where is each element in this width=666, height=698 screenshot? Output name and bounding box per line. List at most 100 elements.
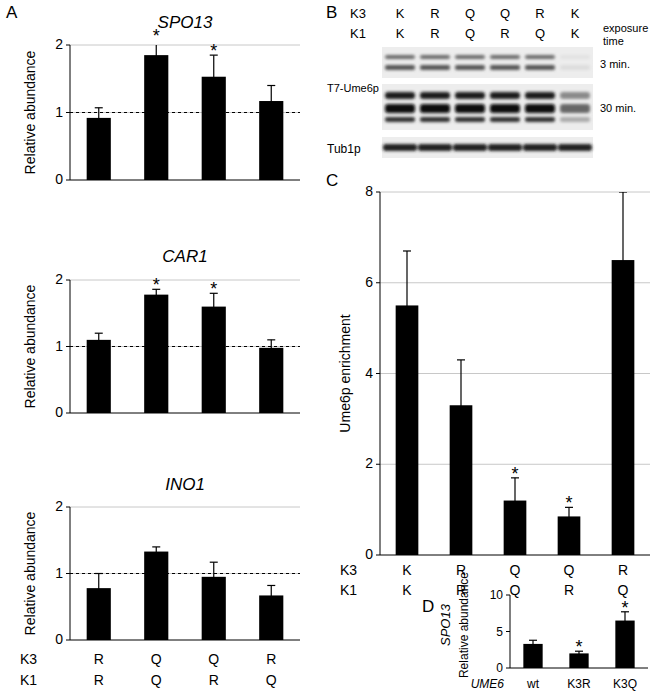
band — [490, 65, 520, 70]
lane-label: K — [571, 6, 580, 21]
tick-mark — [66, 573, 70, 574]
error-bar — [619, 192, 627, 328]
tick-mark — [66, 413, 70, 414]
error-cap — [619, 192, 627, 193]
error-bar — [267, 340, 275, 356]
chart: 012Relative abundanceSPO13** — [22, 13, 300, 187]
row-name: K1 — [20, 672, 37, 688]
chart-title: SPO13 — [438, 603, 453, 646]
tick-mark — [66, 45, 70, 46]
tick-label: 0 — [365, 546, 373, 562]
band — [560, 65, 590, 70]
significance-star: * — [565, 493, 572, 513]
band — [488, 144, 522, 151]
tick-label: 4 — [365, 365, 373, 381]
error-cap — [210, 562, 218, 563]
band — [455, 92, 485, 99]
tick-label: 2 — [55, 271, 63, 287]
figure: ABCD012Relative abundanceSPO13**012Relat… — [0, 0, 666, 698]
lane-label: K — [396, 26, 405, 41]
band — [420, 55, 450, 59]
tick-mark — [66, 640, 70, 641]
row-label: Q — [151, 672, 162, 688]
error-cap — [529, 640, 537, 641]
error-stem — [514, 478, 515, 523]
error-stem — [532, 640, 533, 647]
band — [525, 55, 555, 59]
exposure-label: 3 min. — [600, 58, 630, 70]
y-axis-label: Relative abundance — [22, 50, 38, 174]
bar — [259, 348, 283, 413]
tick-mark — [376, 373, 380, 374]
band — [385, 65, 415, 70]
error-bar — [457, 360, 465, 451]
error-bar — [210, 55, 218, 98]
chart-title: INO1 — [165, 475, 205, 494]
error-bar — [95, 108, 103, 128]
tick-label: 1 — [55, 338, 63, 354]
error-stem — [98, 574, 99, 603]
significance-star: * — [153, 26, 160, 46]
y-axis-label: Ume6p enrichment — [337, 314, 353, 432]
band — [453, 144, 487, 151]
row-label: R — [94, 672, 104, 688]
tick-label: 8 — [365, 183, 373, 199]
error-bar — [152, 547, 160, 556]
grid-line — [70, 45, 300, 46]
error-bar — [529, 640, 537, 647]
band — [455, 55, 485, 59]
band — [455, 117, 485, 122]
error-cap — [403, 250, 411, 251]
row-label: Q — [510, 562, 521, 578]
band — [420, 104, 450, 113]
lane-header-name: K1 — [350, 26, 366, 41]
y-axis — [510, 595, 511, 668]
lane-label: Q — [500, 6, 510, 21]
row-label: R — [209, 672, 219, 688]
band — [455, 65, 485, 70]
row-label: Q — [266, 672, 277, 688]
error-stem — [98, 333, 99, 346]
protein-label: T7-Ume6p — [327, 82, 379, 94]
data-group — [87, 289, 284, 413]
error-stem — [406, 251, 407, 360]
lane-label: R — [430, 26, 439, 41]
tick-label: 5 — [496, 625, 503, 639]
blot-strip — [382, 137, 593, 158]
data-group — [523, 612, 634, 668]
canvas: ABCD012Relative abundanceSPO13**012Relat… — [0, 0, 666, 698]
band — [525, 104, 555, 113]
chart: 02468Ume6p enrichment**K3KRQQRK1KRQRQ — [337, 183, 650, 598]
band — [525, 65, 555, 70]
tick-mark — [376, 555, 380, 556]
grid-line — [380, 282, 650, 283]
tick-label: 0 — [55, 631, 63, 647]
lane-label: R — [500, 26, 509, 41]
row-label: Q — [208, 651, 219, 667]
significance-star: * — [575, 637, 582, 657]
bar — [87, 340, 111, 413]
error-cap — [267, 85, 275, 86]
bar — [144, 295, 168, 413]
error-stem — [271, 340, 272, 356]
band — [385, 55, 415, 59]
row-label: Q — [151, 651, 162, 667]
panel-label: A — [6, 3, 18, 22]
row-label: K — [402, 582, 412, 598]
band — [490, 55, 520, 59]
category-label: wt — [526, 677, 540, 691]
significance-star: * — [511, 464, 518, 484]
tick-mark — [66, 112, 70, 113]
band — [560, 92, 590, 99]
tick-mark — [66, 507, 70, 508]
bar — [202, 307, 226, 413]
band — [490, 117, 520, 122]
y-axis — [380, 192, 381, 555]
error-bar — [403, 251, 411, 360]
tick-mark — [506, 668, 510, 669]
category-label: K3Q — [613, 677, 637, 691]
error-bar — [210, 562, 218, 591]
y-axis-label: Relative abundance — [457, 572, 471, 678]
band — [385, 104, 415, 113]
lane-label: Q — [535, 26, 545, 41]
